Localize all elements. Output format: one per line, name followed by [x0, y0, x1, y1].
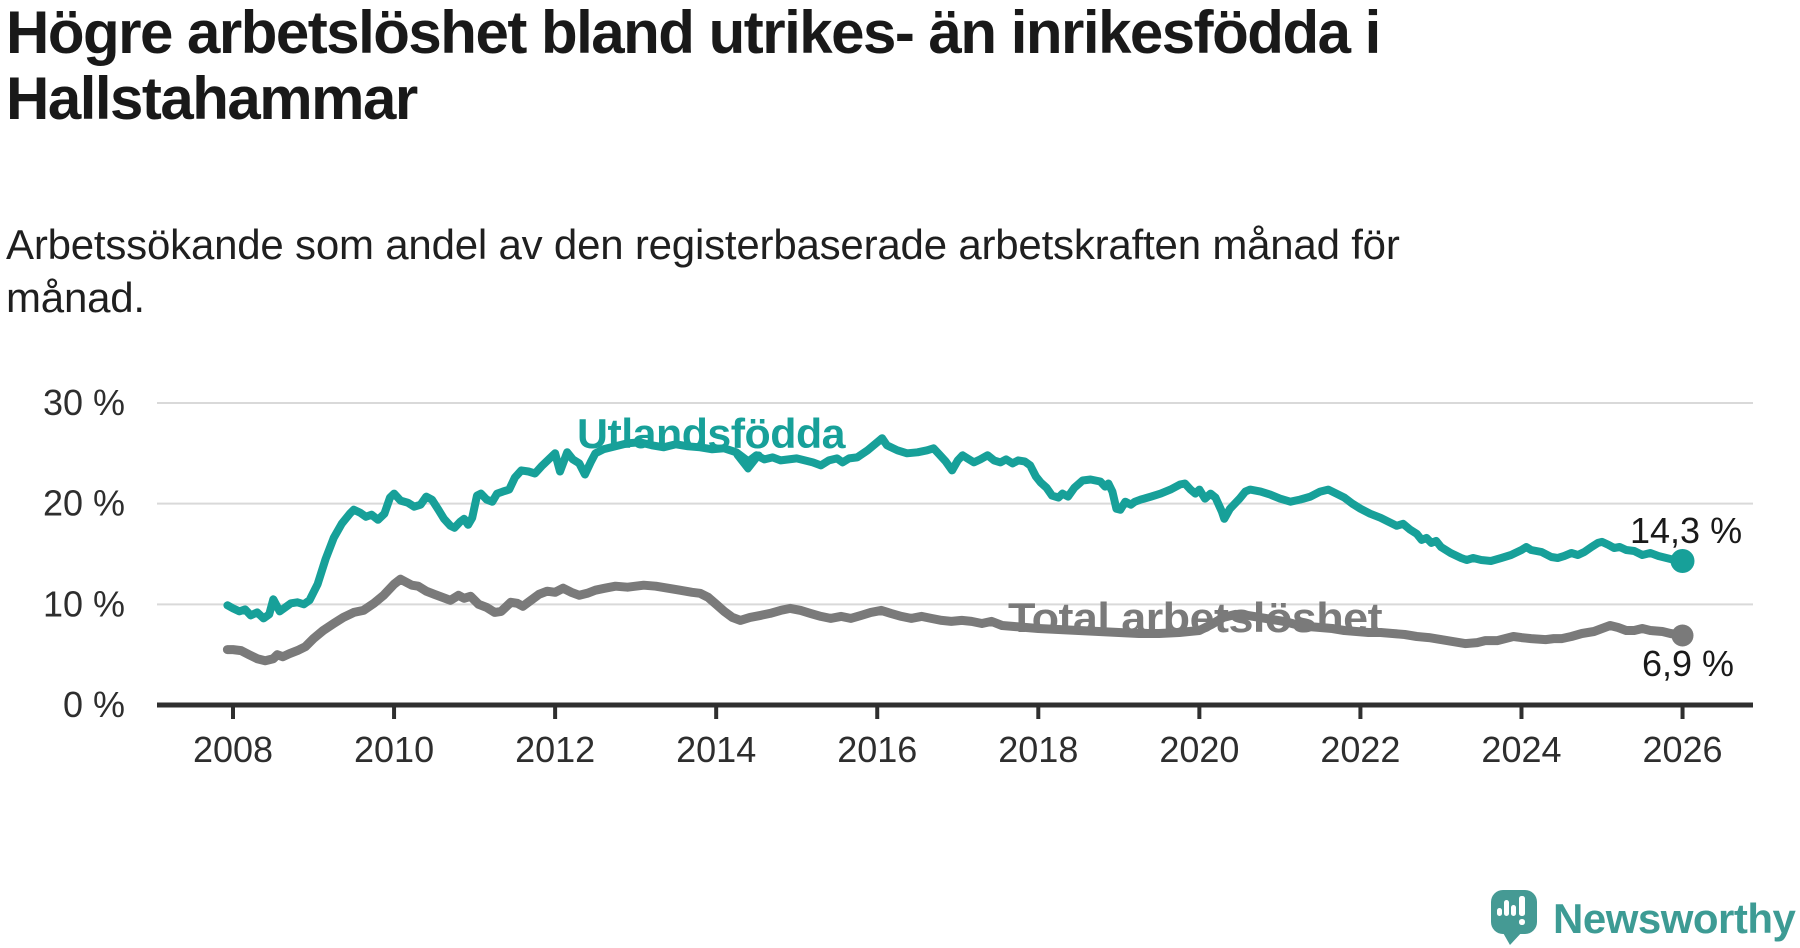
- x-tick-label: 2014: [676, 729, 756, 770]
- utlandsfodda-series-label: Utlandsfödda: [577, 410, 846, 457]
- logo-bar-icon: [1511, 905, 1516, 916]
- newsworthy-wordmark: Newsworthy: [1553, 895, 1796, 942]
- y-tick-label: 20 %: [43, 483, 125, 524]
- total-end-dot: [1671, 624, 1694, 647]
- logo-exclamation-icon: [1519, 896, 1525, 916]
- chart-subtitle: Arbetssökande som andel av den registerb…: [6, 218, 1400, 324]
- newsworthy-logo-icon: [1491, 890, 1537, 934]
- y-tick-label: 30 %: [43, 382, 125, 423]
- utlandsfodda-end-value: 14,3 %: [1630, 510, 1742, 551]
- page-title: Högre arbetslöshet bland utrikes- än inr…: [6, 0, 1381, 132]
- utlandsfodda-line: [223, 434, 1687, 623]
- total-arbetsloshet-line: [222, 574, 1687, 666]
- x-axis-ticks: [231, 705, 1685, 719]
- utlandsfodda-end-dot: [1670, 549, 1695, 573]
- logo-bar-icon: [1504, 900, 1509, 916]
- x-tick-label: 2012: [515, 729, 595, 770]
- title-line1: Högre arbetslöshet bland utrikes- än inr…: [6, 0, 1381, 66]
- x-tick-label: 2022: [1320, 729, 1400, 770]
- subtitle-line1: Arbetssökande som andel av den registerb…: [6, 221, 1400, 268]
- y-tick-label: 0 %: [63, 684, 125, 725]
- label-caret-icon: [733, 451, 763, 473]
- x-tick-label: 2026: [1642, 729, 1722, 770]
- x-tick-label: 2020: [1159, 729, 1239, 770]
- y-tick-label: 10 %: [43, 583, 125, 624]
- x-axis-labels: 2008 2010 2012 2014 2016 2018 2020 2022 2024 2026: [193, 729, 1723, 770]
- total-series-label: Total arbetslöshet: [1008, 594, 1383, 641]
- total-end-value: 6,9 %: [1642, 643, 1734, 684]
- x-tick-label: 2008: [193, 729, 273, 770]
- y-axis-labels: 0 % 10 % 20 % 30 %: [43, 382, 125, 725]
- logo-bar-icon: [1497, 908, 1502, 916]
- subtitle-line2: månad.: [6, 274, 145, 321]
- x-tick-label: 2016: [837, 729, 917, 770]
- x-tick-label: 2024: [1481, 729, 1561, 770]
- gridlines: [157, 401, 1753, 606]
- logo-exclamation-dot-icon: [1519, 919, 1525, 925]
- x-tick-label: 2018: [998, 729, 1078, 770]
- title-line2: Hallstahammar: [6, 65, 418, 132]
- x-tick-label: 2010: [354, 729, 434, 770]
